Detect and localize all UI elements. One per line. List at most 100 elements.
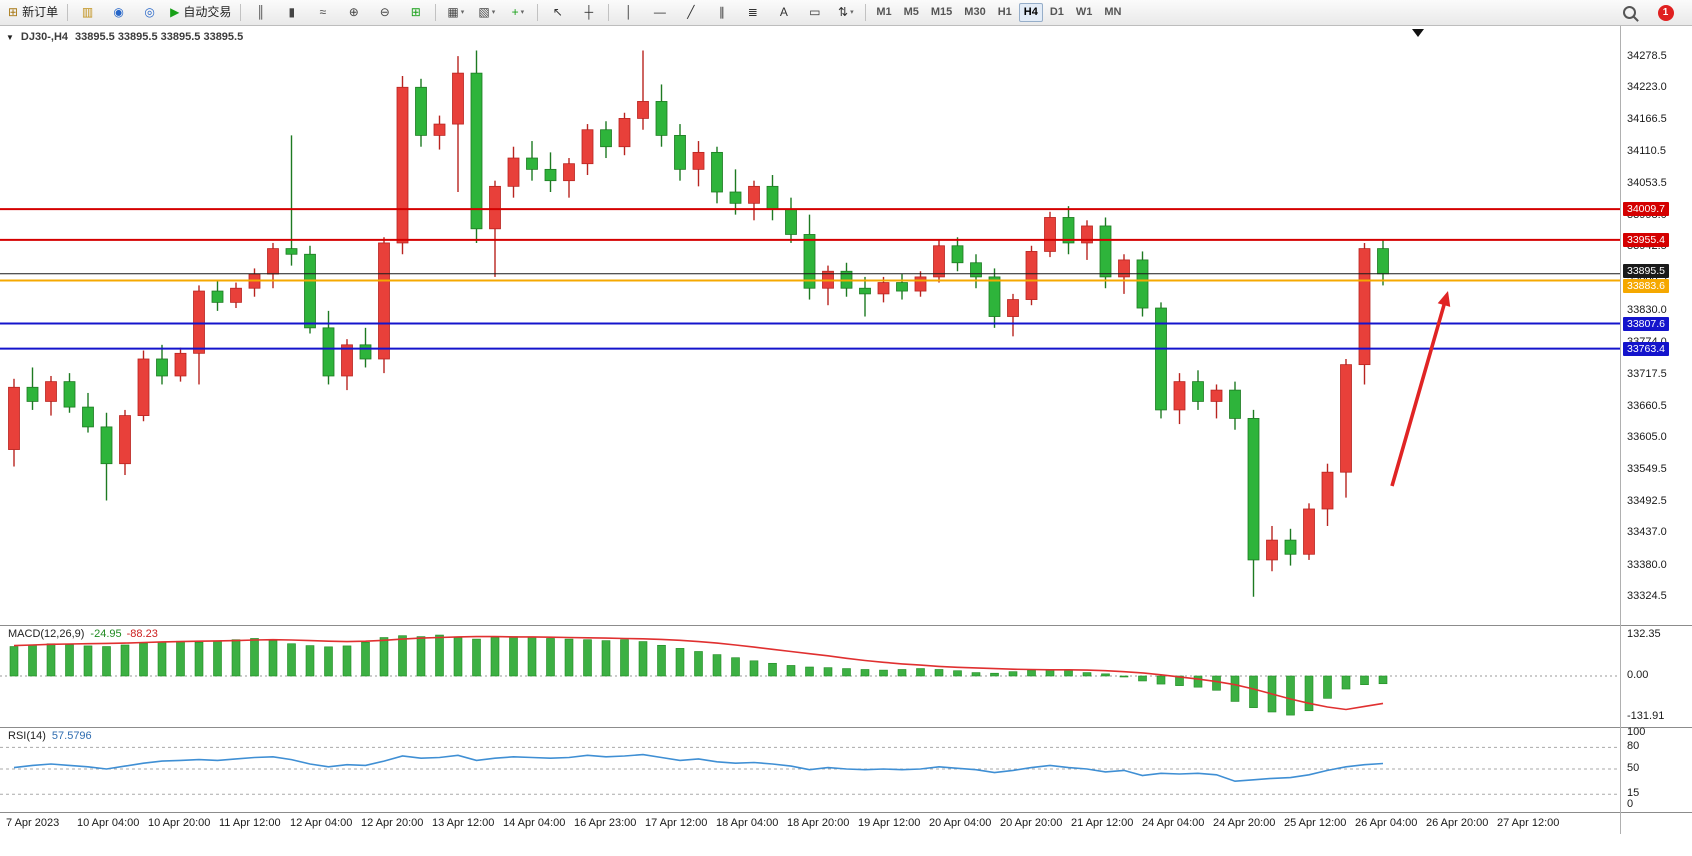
search-button[interactable] [1615,1,1644,24]
macd-bar [694,651,703,677]
candle [544,152,557,192]
time-label: 25 Apr 12:00 [1284,817,1347,829]
help-button[interactable]: ◎ [135,1,164,24]
rsi-panel-separator[interactable] [0,727,1692,728]
fibonacci-icon: ≣ [747,5,758,19]
autotrading-button[interactable]: ▶ 自动交易 [166,1,235,24]
chevron-down-icon: ▾ [520,9,525,16]
candle [174,347,187,382]
price-tick: 33660.5 [1627,399,1667,412]
timeframe-w1-button[interactable]: W1 [1075,6,1093,18]
macd-bar [860,669,870,677]
timeframe-m15-button[interactable]: M15 [930,6,953,18]
candle [600,121,612,159]
new-order-button[interactable]: ⊞ 新订单 [4,1,62,24]
candle [82,392,94,433]
candle [1358,242,1371,385]
chart-wizard-button[interactable]: ▥ [73,1,102,24]
time-axis[interactable]: 7 Apr 2023 10 Apr 04:00 10 Apr 20:00 11 Apr… [0,812,1692,856]
trendline-button[interactable]: ╱ [676,1,705,24]
one-click-trading-toggle[interactable]: ▼ [6,32,14,42]
equidistant-channel-button[interactable]: ∥ [707,1,736,24]
line-chart-icon: ≈ [319,5,327,19]
macd-bar [509,636,518,677]
candle [1321,463,1334,526]
zoom-in-button[interactable]: ⊕ [339,1,368,24]
rsi-axis-label: 0 [1627,798,1634,810]
macd-name: MACD(12,26,9) [8,628,85,640]
macd-bar [749,660,759,677]
macd-bar [1175,675,1184,686]
candle [341,339,353,391]
candle [1062,206,1075,255]
rsi-axis-label: 80 [1627,740,1640,753]
horizontal-line-button[interactable]: ― [645,1,674,24]
timeframe-m5-button[interactable]: M5 [903,6,919,18]
price-axis[interactable]: 34278.534223.034166.534110.534053.533998… [1621,0,1692,855]
fibonacci-button[interactable]: ≣ [738,1,767,24]
candle [933,240,945,283]
main-chart-canvas[interactable] [0,26,1620,625]
candle [1044,211,1056,258]
candle [137,350,150,422]
line-chart-button[interactable]: ≈ [308,1,337,24]
vertical-line-button[interactable]: │ [614,1,643,24]
bar-chart-button[interactable]: ║ [246,1,275,24]
notification-badge: 1 [1657,4,1674,21]
text-button[interactable]: A [769,1,798,24]
rsi-label: RSI(14) 57.5796 [8,730,92,742]
timeframe-m1-button[interactable]: M1 [876,6,892,18]
new-order-icon: ⊞ [8,5,19,19]
candlestick-icon: ▮ [288,5,296,19]
chevron-down-icon: ▾ [460,9,465,16]
time-label: 18 Apr 20:00 [787,817,850,829]
timeframe-mn-button[interactable]: MN [1104,6,1122,18]
timeframe-h1-button[interactable]: H1 [997,6,1012,18]
crosshair-icon: ┼ [584,5,594,19]
profiles-icon: ▧ [478,5,490,19]
timeframe-h4-button[interactable]: H4 [1018,3,1043,22]
macd-bar [897,669,907,677]
time-label: 14 Apr 04:00 [503,817,566,829]
text-label-button[interactable]: ▭ [800,1,829,24]
macd-bar [675,648,685,677]
time-label: 19 Apr 12:00 [858,817,921,829]
cursor-button[interactable]: ↖ [543,1,572,24]
macd-axis-label: 0.00 [1627,669,1649,681]
zoom-out-button[interactable]: ⊖ [370,1,399,24]
toolbar-buttons: ⊞ 新订单 ▥ ◉ ◎ ▶ 自动交易 ║ ▮ ≈ ⊕ ⊖ ⊞ ▦ ▾ ▧ ▾ + ▾ ↖ ┼ │ ― ╱ ∥ ≣ A ▭ ⇅ ▾ M1 M5 M… [3,1,1128,24]
timeframe-m30-button[interactable]: M30 [964,6,986,18]
trend-arrow[interactable] [1390,291,1451,487]
time-label: 26 Apr 20:00 [1426,817,1489,829]
autotrading-icon: ▶ [170,5,180,19]
price-tick: 33380.0 [1627,558,1667,571]
macd-bar [786,665,796,677]
macd-canvas[interactable] [0,625,1620,727]
candlestick-chart-button[interactable]: ▮ [277,1,306,24]
chart-header: ▼ DJ30-,H4 33895.5 33895.5 33895.5 33895… [6,31,243,43]
new-chart-button[interactable]: ▦ ▾ [441,1,470,24]
macd-histogram [9,634,1388,716]
crosshair-button[interactable]: ┼ [574,1,603,24]
time-label: 20 Apr 20:00 [1000,817,1063,829]
macd-panel-separator[interactable] [0,625,1692,626]
timeframe-d1-button[interactable]: D1 [1049,6,1064,18]
tile-windows-button[interactable]: ⊞ [401,1,430,24]
candle [766,175,779,221]
time-label: 13 Apr 12:00 [432,817,495,829]
rsi-canvas[interactable] [0,727,1620,812]
arrows-button[interactable]: ⇅ ▾ [831,1,860,24]
community-button[interactable]: ◉ [104,1,133,24]
profiles-button[interactable]: ▧ ▾ [472,1,501,24]
text-label-icon: ▭ [809,5,821,19]
macd-signal-line [13,635,1384,711]
time-label: 12 Apr 20:00 [361,817,424,829]
macd-bar [120,644,130,677]
channel-icon: ∥ [718,5,725,19]
candle [507,146,520,198]
notifications-button[interactable]: 1 [1651,1,1680,24]
candle [729,169,742,215]
macd-bar [1341,675,1351,690]
candle [63,373,76,413]
indicators-button[interactable]: + ▾ [503,1,532,24]
